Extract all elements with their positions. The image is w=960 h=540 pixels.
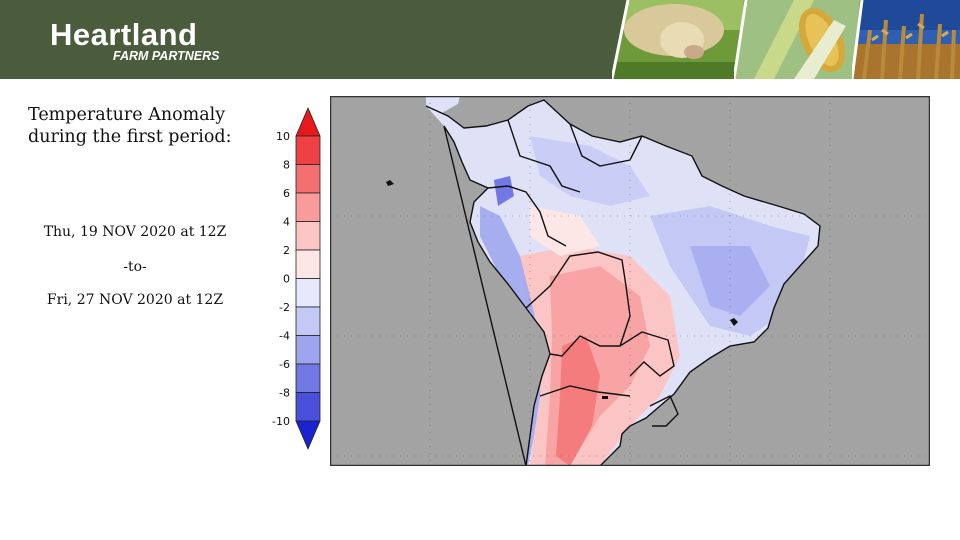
cow-grazing-photo (612, 0, 744, 79)
colorbar-tick-labels: 10 8 6 4 2 0 -2 -4 -6 -8 -10 (272, 130, 290, 428)
map-frame (330, 96, 930, 466)
colorbar-tick-label: 10 (276, 130, 290, 143)
colorbar-tick-label: 6 (283, 187, 290, 200)
colorbar-box (295, 306, 321, 336)
colorbar-box (295, 278, 321, 308)
country-borders (425, 99, 821, 466)
logo-tagline: FARM PARTNERS (113, 49, 220, 63)
period-separator: -to- (123, 259, 147, 275)
temperature-colorbar: 10 8 6 4 2 0 -2 -4 -6 -8 -10 (272, 106, 321, 451)
colorbar-tick-label: -4 (279, 330, 290, 343)
lake-marker (602, 396, 608, 399)
header-banner: Heartland FARM PARTNERS (0, 0, 960, 79)
colorbar-boxes (295, 106, 321, 451)
colorbar-box (295, 192, 321, 222)
period-end: Fri, 27 NOV 2020 at 12Z (46, 292, 224, 308)
soybean-field-photo (852, 0, 960, 79)
colorbar-box (295, 335, 321, 365)
corn-ear-photo (734, 0, 860, 79)
island-marker (730, 318, 738, 326)
colorbar-tick-label: 4 (283, 216, 290, 229)
title-line-1: Temperature Anomaly (28, 105, 226, 125)
colorbar-box (295, 363, 321, 393)
colorbar-tick-label: 0 (283, 273, 290, 286)
colorbar-box (295, 221, 321, 251)
title-line-2: during the first period: (28, 127, 232, 147)
colorbar-box (295, 392, 321, 422)
logo-name: Heartland (50, 17, 198, 52)
colorbar-top-arrow (295, 106, 321, 137)
colorbar-box (295, 249, 321, 279)
company-logo[interactable]: Heartland FARM PARTNERS (50, 17, 220, 63)
colorbar-box (295, 164, 321, 194)
colorbar-tick-label: 8 (283, 159, 290, 172)
temperature-anomaly-map (330, 96, 930, 466)
colorbar-tick-label: -8 (279, 387, 290, 400)
map-grid (330, 96, 930, 466)
period-start: Thu, 19 NOV 2020 at 12Z (43, 224, 227, 240)
colorbar-box (295, 135, 321, 165)
anomaly-field (480, 136, 810, 466)
colorbar-tick-label: -2 (279, 301, 290, 314)
colorbar-tick-label: -10 (272, 415, 290, 428)
colorbar-bottom-arrow (295, 420, 321, 451)
colorbar-tick-label: 2 (283, 244, 290, 257)
colorbar-tick-label: -6 (279, 358, 290, 371)
anomaly-title: Temperature Anomaly during the first per… (28, 104, 258, 148)
galapagos-islands (386, 180, 394, 186)
